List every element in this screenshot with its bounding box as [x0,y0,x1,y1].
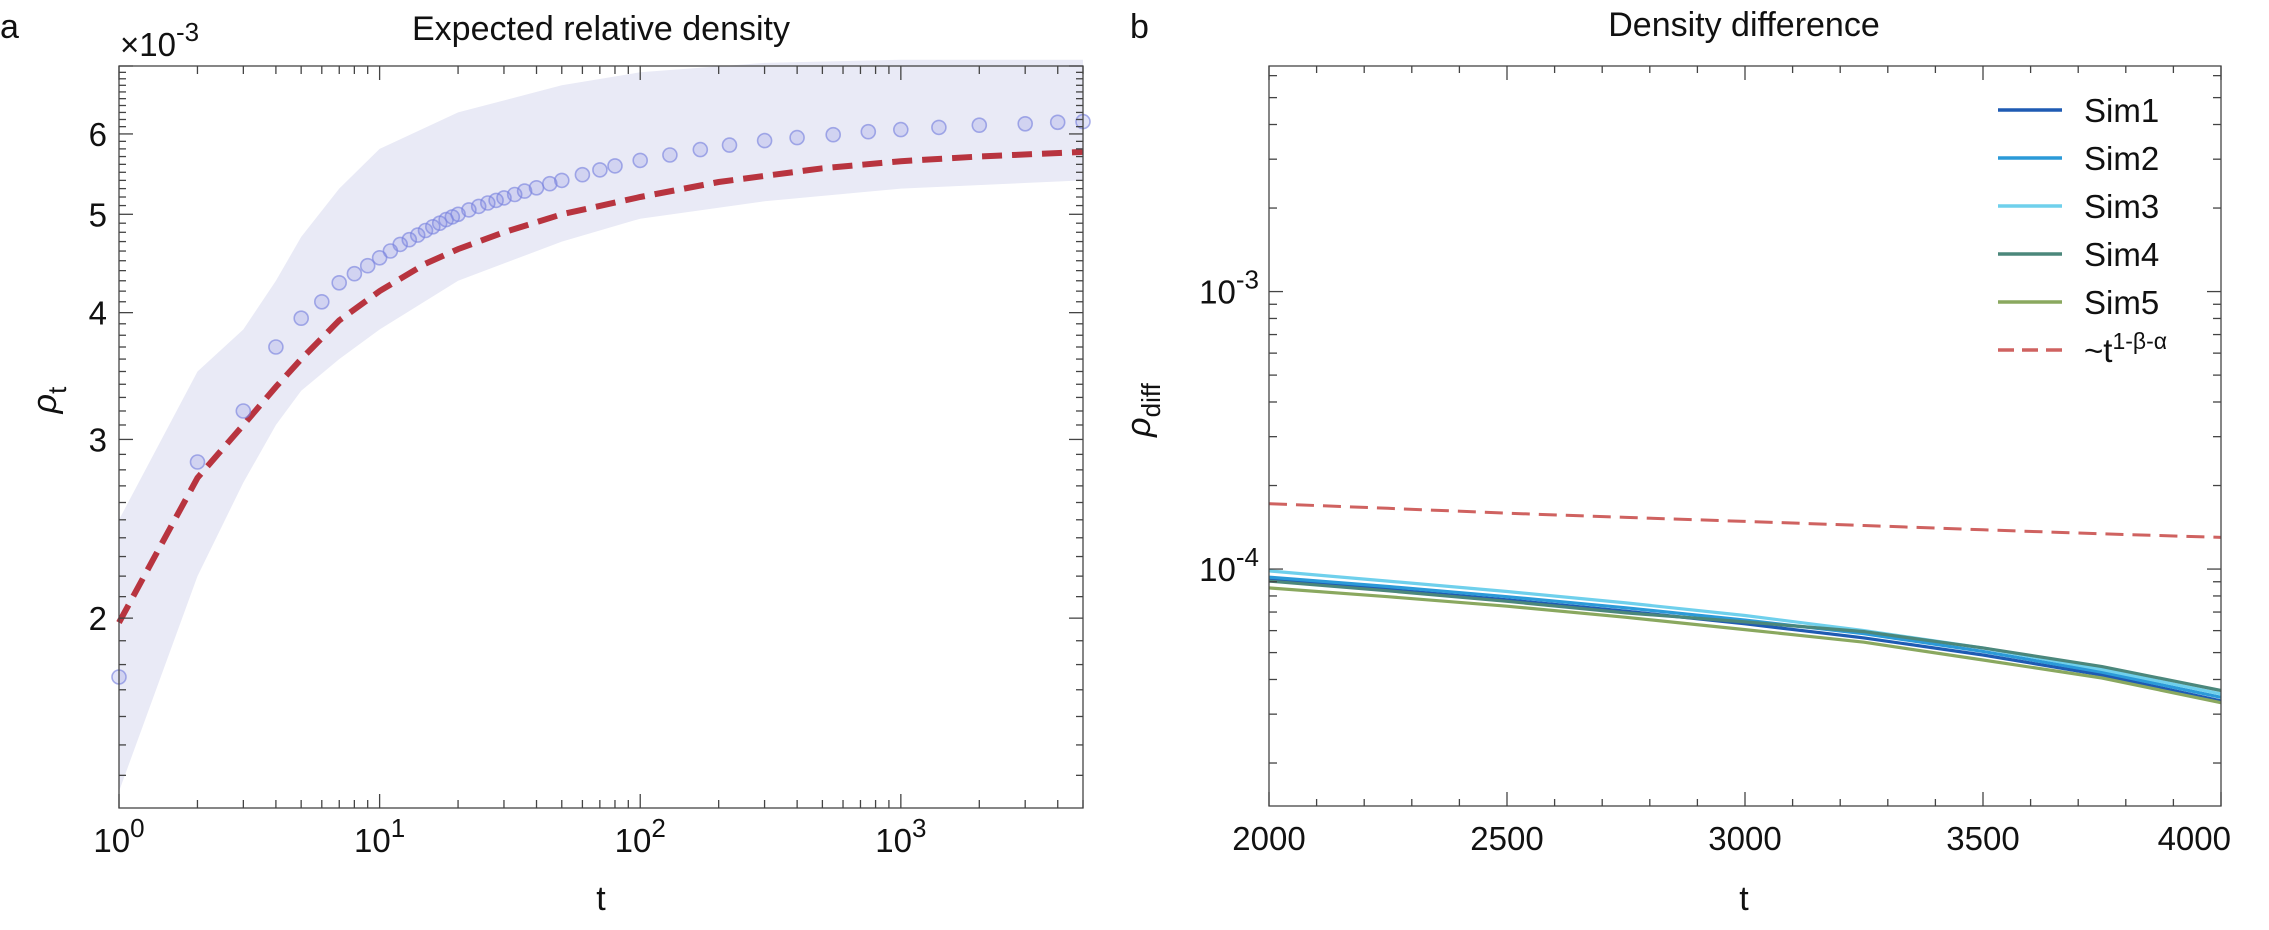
panel-a-data-point [235,403,252,419]
panel-b-y-tick-label: 10-4 [1199,542,1259,588]
panel-a-x-tick-label: 101 [354,813,405,859]
panel-a-data-point [293,310,310,327]
panel-a-data-point [346,265,363,282]
panel-a-data-point [721,137,738,153]
panel-a-title: Expected relative density [412,10,790,48]
panel-b-series-line-theory [1268,502,2222,539]
panel-a-data-point [825,126,842,143]
panel-a-data-point [470,198,487,215]
panel-b-title: Density difference [1608,6,1880,44]
legend-label-theory: ~t1-β-α [2084,328,2167,369]
legend-label-sim2: Sim2 [2084,140,2159,177]
panel-a-data-point [189,454,206,470]
panel-b-letter: b [1130,8,1149,46]
panel-a-x-axis-label: t [596,880,606,918]
panel-b-y-label-symbol: ρ [1120,417,1158,437]
panel-a-theory-line [116,148,1084,625]
panel-a-y-tick-label: 2 [89,600,107,637]
panel-a-data-point [662,147,678,163]
legend-label-sim5: Sim5 [2084,284,2159,321]
panel-a-data-point [1049,114,1066,131]
panel-a-data-point [692,141,709,158]
panel-b-x-tick-label: 4000 [2158,820,2231,857]
panel-a-y-tick-label: 3 [89,421,107,458]
panel-a-data-point [541,175,558,192]
panel-a-data-point [971,117,988,133]
panel-b-series-line-sim2 [1268,575,2222,699]
panel-b-x-tick-label: 2500 [1470,820,1543,857]
panel-a-x-tick-label: 103 [875,813,926,859]
panel-a-data-point [632,152,649,169]
panel-a-y-tick-label: 6 [89,116,107,153]
panel-a-letter: a [0,8,19,46]
panel-a-chart: a Expected relative density ×10-3 100 101… [0,8,1091,918]
panel-a-data-point [528,180,545,196]
panel-a-data-point [313,293,330,310]
panel-b-x-axis-label: t [1739,880,1749,918]
panel-a-y-multiplier-base: ×10 [120,26,176,63]
panel-a-y-axis-label: ρt [26,386,72,414]
panel-a-y-label-subscript: t [42,386,72,394]
panel-a-data-point [931,119,947,136]
panel-a-data-point [892,121,909,138]
panel-a-data-point [574,166,591,183]
panel-a-x-tick-label: 102 [615,813,666,859]
legend-label-sim1: Sim1 [2084,92,2159,129]
panel-b-y-label-subscript: diff [1136,382,1166,417]
panel-b-y-axis-label: ρdiff [1120,382,1166,437]
panel-b-legend: Sim1 Sim2 Sim3 Sim4 Sim5 ~t1-β-α [1998,92,2167,369]
panel-b-series-line-sim3 [1268,569,2222,696]
panel-a-data-point [392,236,409,253]
panel-a-y-label-symbol: ρ [26,394,64,414]
panel-a-data-point [401,231,418,248]
panel-b-y-tick-label: 10-3 [1199,265,1259,311]
panel-a-y-tick-label: 5 [89,196,107,233]
panel-a-confidence-band [119,59,1083,792]
panel-a-data-point [860,123,877,140]
panel-b-series-line-sim4 [1268,579,2222,693]
panel-a-frame [118,65,1084,809]
panel-b-chart: b Density difference 10-4 10-3 2000 2500 300… [1120,6,2231,918]
panel-a-data-point [268,339,284,355]
legend-label-sim4: Sim4 [2084,236,2159,273]
panel-a-data-point [409,227,426,243]
panel-a-data-point [789,129,805,146]
panel-a-data-point [331,274,348,291]
panel-b-x-tick-label: 2000 [1232,820,1305,857]
panel-b-x-tick-label: 3500 [1946,820,2019,857]
panel-a-x-tick-label: 100 [93,813,144,859]
legend-label-sim3: Sim3 [2084,188,2159,225]
panel-b-frame [1268,65,2222,807]
panel-a-data-point [359,257,376,274]
panel-a-data-point [592,162,608,178]
panel-b-series-line-sim5 [1268,586,2222,705]
panel-a-data-point [607,158,623,174]
panel-a-data-point [756,132,773,149]
panel-a-data-point [553,172,570,189]
panel-a-data-point [417,222,434,239]
panel-b-x-tick-label: 3000 [1708,820,1781,857]
panel-a-y-tick-label: 4 [89,295,107,332]
panel-a-y-multiplier: ×10-3 [120,17,199,63]
panel-a-data-point [516,183,533,199]
panel-a-y-multiplier-exponent: -3 [176,17,199,47]
panel-a-data-point [1017,116,1033,132]
